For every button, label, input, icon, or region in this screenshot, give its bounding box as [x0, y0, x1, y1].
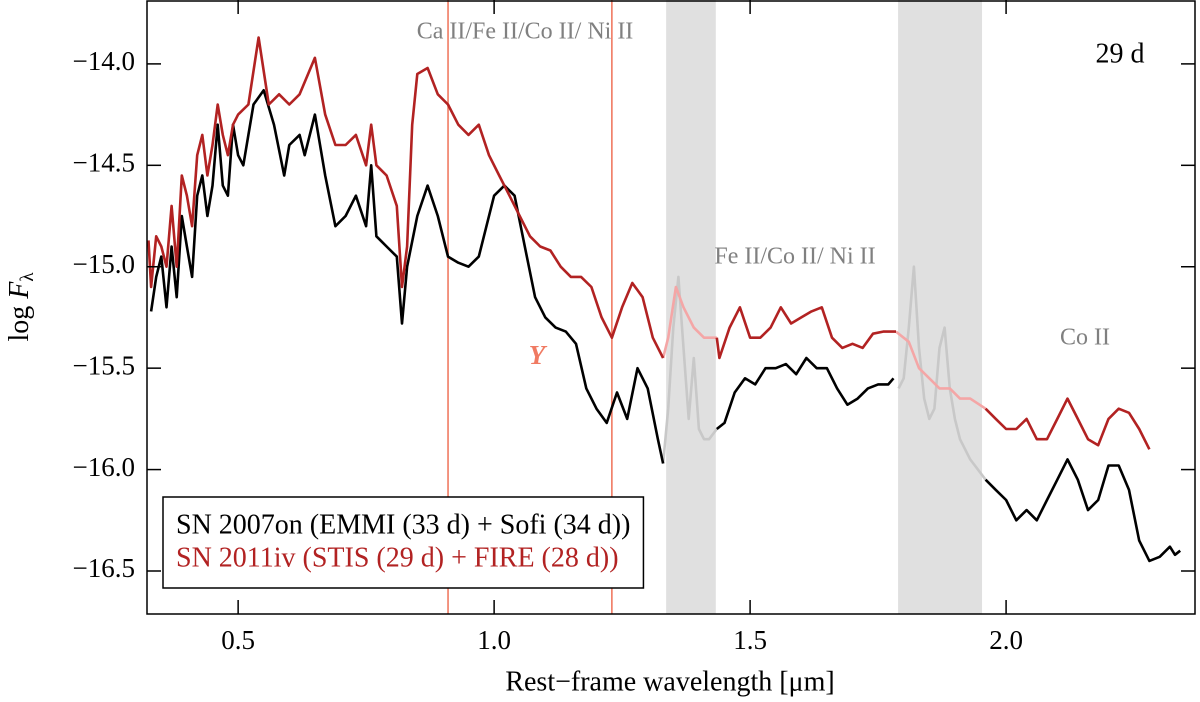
x-tick-label: 2.0 — [989, 625, 1023, 655]
y-tick-label: −15.5 — [73, 350, 135, 380]
legend-label: SN 2011iv (STIS (29 d) + FIRE (28 d)) — [176, 542, 619, 573]
annotations: Ca II/Fe II/Co II/ Ni II Fe II/Co II/ Ni… — [417, 19, 1145, 371]
x-tick-label: 1.0 — [477, 625, 511, 655]
plot-area — [147, 0, 1182, 614]
x-axis-title: Rest−frame wavelength [μm] — [505, 666, 834, 697]
series-line — [661, 285, 987, 410]
y-tick-label: −16.0 — [73, 452, 135, 482]
y-axis-title-symbol: F — [4, 281, 35, 300]
y-axis-title-subscript: λ — [17, 272, 38, 282]
x-tick-label: 0.5 — [221, 625, 255, 655]
annotation: Y — [529, 340, 548, 370]
y-tick-label: −15.0 — [73, 249, 135, 279]
annotation: Ca II/Fe II/Co II/ Ni II — [417, 19, 634, 45]
series-line — [147, 36, 1151, 450]
shaded-band — [898, 0, 983, 614]
y-axis-title: log Fλ — [4, 272, 38, 342]
y-axis-title-text: log — [4, 299, 35, 342]
legend: SN 2007on (EMMI (33 d) + Sofi (34 d))SN … — [162, 496, 645, 589]
annotation: 29 d — [1096, 38, 1145, 69]
legend-label: SN 2007on (EMMI (33 d) + Sofi (34 d)) — [176, 509, 630, 540]
x-tick-label: 1.5 — [733, 625, 767, 655]
annotation: Co II — [1060, 325, 1110, 351]
y-tick-label: −16.5 — [73, 553, 135, 583]
plot-frame — [146, 0, 1196, 615]
series-line — [149, 89, 1182, 563]
legend-box — [162, 496, 645, 589]
y-tick-label: −14.5 — [73, 148, 135, 178]
y-tick-label: −14.0 — [73, 46, 135, 76]
series-line — [661, 265, 987, 481]
annotation: Fe II/Co II/ Ni II — [714, 244, 875, 270]
